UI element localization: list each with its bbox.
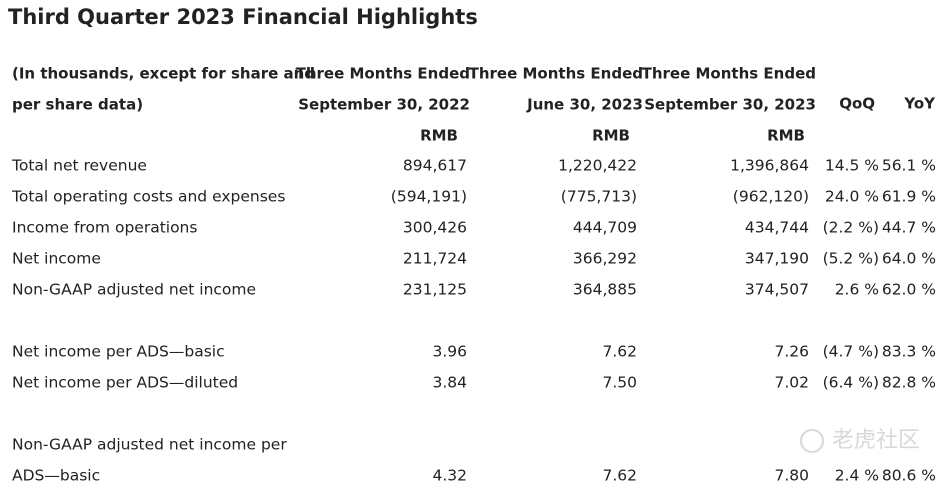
cell: 7.26 [774,343,809,361]
title: Third Quarter 2023 Financial Highlights [8,5,478,29]
cell: 64.0 % [882,250,936,268]
cell: (775,713) [561,188,637,206]
column-header: June 30, 2023 [526,96,643,114]
cell: 894,617 [403,157,467,175]
cell: (962,120) [733,188,809,206]
cell: (4.7 %) [823,343,879,361]
cell: 56.1 % [882,157,936,175]
cell: 7.80 [774,467,809,485]
row-label: ADS—basic [12,467,100,485]
row-label: Total operating costs and expenses [11,188,285,206]
cell: 14.5 % [825,157,879,175]
column-header: Three Months Ended [296,65,470,83]
cell: 7.50 [602,374,637,392]
cell: 83.3 % [882,343,936,361]
cell: 62.0 % [882,281,936,299]
cell: 61.9 % [882,188,936,206]
cell: 4.32 [432,467,467,485]
cell: 211,724 [403,250,467,268]
cell: 434,744 [745,219,809,237]
cell: 347,190 [745,250,809,268]
cell: 1,220,422 [558,157,637,175]
cell: 24.0 % [825,188,879,206]
cell: 1,396,864 [730,157,809,175]
cell: 82.8 % [882,374,936,392]
cell: 364,885 [573,281,637,299]
column-unit: RMB [767,127,805,145]
column-header: Three Months Ended [469,65,643,83]
cell: 231,125 [403,281,467,299]
column-header: September 30, 2022 [298,96,470,114]
cell: 7.02 [774,374,809,392]
cell: 3.84 [432,374,467,392]
row-label: Net income per ADS—diluted [12,374,238,392]
column-header: QoQ [839,95,875,113]
cell: (594,191) [391,188,467,206]
cell: 366,292 [573,250,637,268]
cell: 2.6 % [835,281,879,299]
column-header: Three Months Ended [642,65,816,83]
cell: 7.62 [602,343,637,361]
header-label: per share data) [12,96,143,114]
column-unit: RMB [420,127,458,145]
cell: 300,426 [403,219,467,237]
cell: (6.4 %) [823,374,879,392]
cell: 3.96 [432,343,467,361]
watermark-icon [800,429,824,453]
row-label: Non-GAAP adjusted net income [12,281,256,299]
row-label: Net income [12,250,101,268]
row-label: Non-GAAP adjusted net income per [12,436,287,454]
row-label: Income from operations [12,219,197,237]
header-label: (In thousands, except for share and [12,65,315,83]
column-header: YoY [903,95,936,113]
cell: 444,709 [573,219,637,237]
cell: 7.62 [602,467,637,485]
row-label: Net income per ADS—basic [12,343,225,361]
cell: 80.6 % [882,467,936,485]
watermark: 老虎社区 [832,428,920,453]
cell: 374,507 [745,281,809,299]
cell: 2.4 % [835,467,879,485]
column-header: September 30, 2023 [644,96,816,114]
column-unit: RMB [592,127,630,145]
row-label: Total net revenue [11,157,147,175]
cell: (2.2 %) [823,219,879,237]
cell: (5.2 %) [823,250,879,268]
cell: 44.7 % [882,219,936,237]
